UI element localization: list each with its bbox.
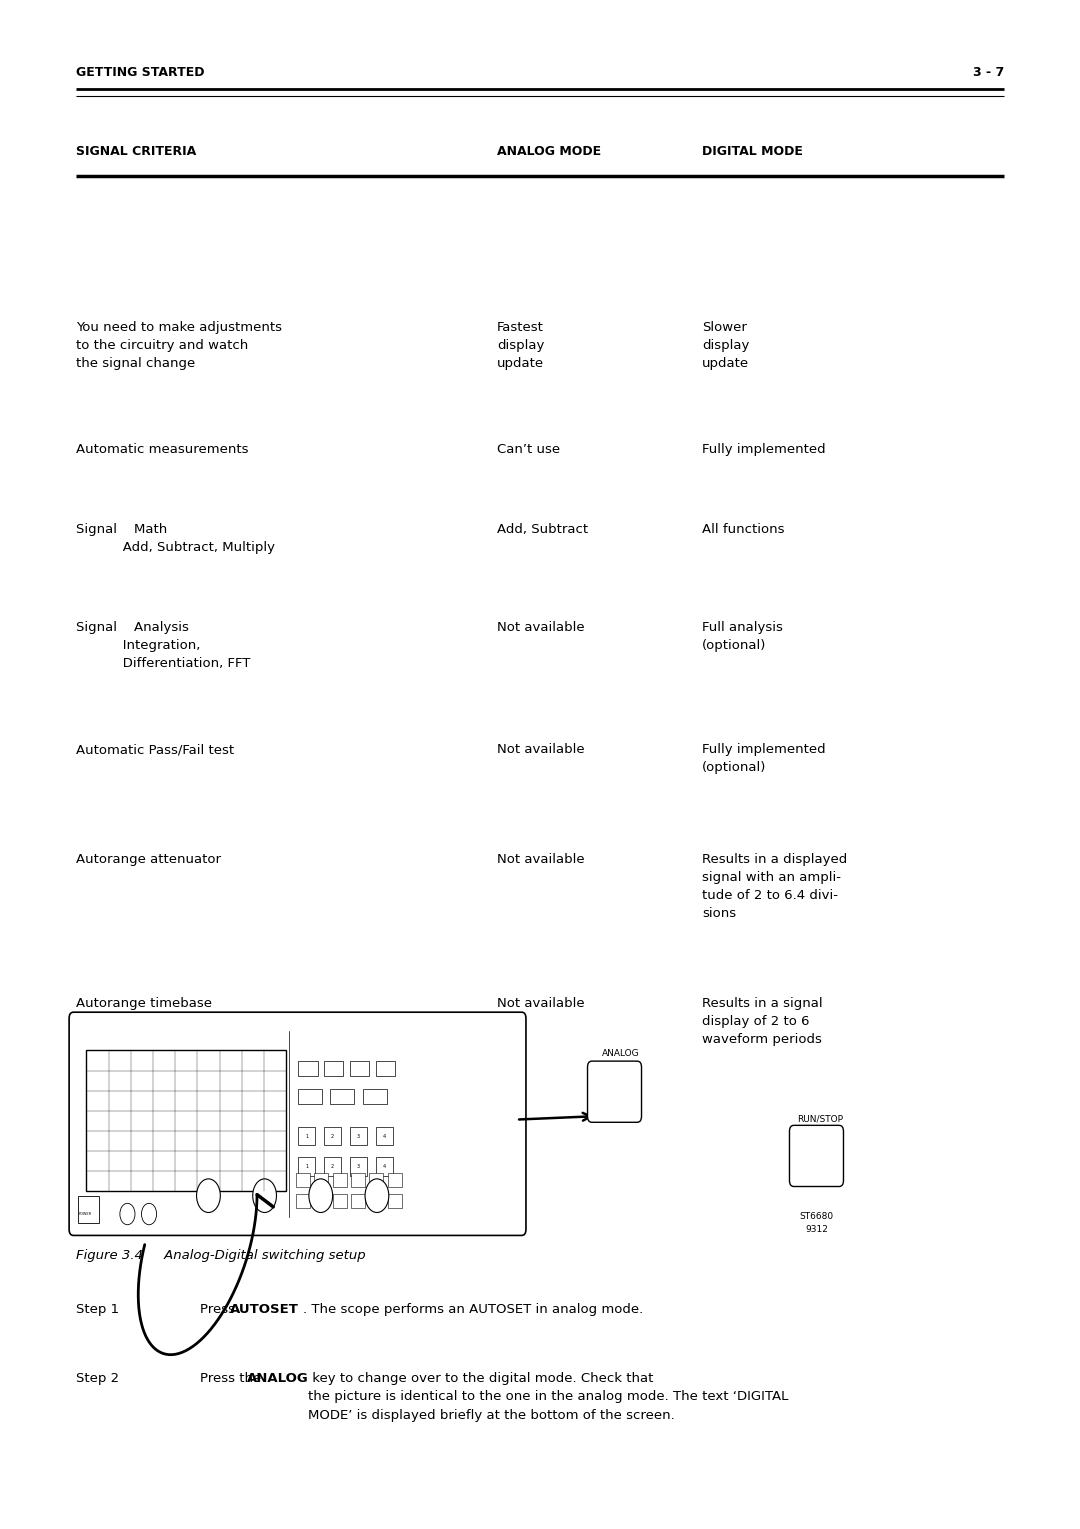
- Text: RUN/STOP: RUN/STOP: [797, 1115, 843, 1124]
- Text: Not available: Not available: [497, 743, 584, 757]
- Text: Results in a signal
display of 2 to 6
waveform periods: Results in a signal display of 2 to 6 wa…: [702, 997, 823, 1046]
- Text: ANALOG: ANALOG: [247, 1372, 309, 1385]
- Bar: [324, 1061, 343, 1076]
- Text: Signal    Analysis
           Integration,
           Differentiation, FFT: Signal Analysis Integration, Differentia…: [76, 621, 249, 670]
- FancyBboxPatch shape: [69, 1012, 526, 1235]
- Text: Step 1: Step 1: [76, 1303, 119, 1316]
- Bar: [388, 1194, 402, 1208]
- Bar: [78, 1196, 99, 1223]
- Text: 2: 2: [332, 1133, 334, 1139]
- Text: Add, Subtract: Add, Subtract: [497, 523, 588, 537]
- Bar: [298, 1061, 318, 1076]
- Bar: [330, 1089, 354, 1104]
- Bar: [333, 1194, 347, 1208]
- Bar: [296, 1173, 310, 1187]
- Text: Full analysis
(optional): Full analysis (optional): [702, 621, 783, 651]
- Text: Can’t use: Can’t use: [497, 443, 559, 457]
- Text: Signal    Math
           Add, Subtract, Multiply: Signal Math Add, Subtract, Multiply: [76, 523, 274, 553]
- Bar: [350, 1127, 367, 1145]
- Bar: [350, 1157, 367, 1176]
- Bar: [298, 1089, 322, 1104]
- Text: GETTING STARTED: GETTING STARTED: [76, 66, 204, 80]
- Text: Fully implemented
(optional): Fully implemented (optional): [702, 743, 825, 774]
- Bar: [296, 1194, 310, 1208]
- Text: Press: Press: [200, 1303, 239, 1316]
- Bar: [324, 1127, 341, 1145]
- Text: Not available: Not available: [497, 621, 584, 635]
- Text: key to change over to the digital mode. Check that
the picture is identical to t: key to change over to the digital mode. …: [308, 1372, 788, 1422]
- Bar: [86, 1050, 286, 1191]
- Text: Slower
display
update: Slower display update: [702, 321, 750, 370]
- Circle shape: [253, 1179, 276, 1212]
- Circle shape: [365, 1179, 389, 1212]
- Text: 1: 1: [306, 1164, 308, 1170]
- Text: 3: 3: [357, 1133, 360, 1139]
- Bar: [363, 1089, 387, 1104]
- Bar: [369, 1194, 383, 1208]
- Text: Automatic measurements: Automatic measurements: [76, 443, 248, 457]
- Text: Autorange attenuator: Autorange attenuator: [76, 853, 220, 867]
- Bar: [376, 1157, 393, 1176]
- Text: Step 2: Step 2: [76, 1372, 119, 1385]
- Text: . The scope performs an AUTOSET in analog mode.: . The scope performs an AUTOSET in analo…: [303, 1303, 644, 1316]
- Text: 2: 2: [332, 1164, 334, 1170]
- Text: ANALOG: ANALOG: [602, 1049, 639, 1058]
- Text: Fastest
display
update: Fastest display update: [497, 321, 544, 370]
- Text: 4: 4: [383, 1164, 386, 1170]
- Bar: [388, 1173, 402, 1187]
- Text: SIGNAL CRITERIA: SIGNAL CRITERIA: [76, 145, 195, 159]
- Text: 1: 1: [306, 1133, 308, 1139]
- FancyBboxPatch shape: [789, 1125, 843, 1187]
- Bar: [351, 1194, 365, 1208]
- Circle shape: [141, 1203, 157, 1225]
- Bar: [314, 1194, 328, 1208]
- Text: DIGITAL MODE: DIGITAL MODE: [702, 145, 802, 159]
- Bar: [350, 1061, 369, 1076]
- Text: All functions: All functions: [702, 523, 784, 537]
- Text: POWER: POWER: [79, 1212, 92, 1216]
- Bar: [351, 1173, 365, 1187]
- Text: Autorange timebase: Autorange timebase: [76, 997, 212, 1011]
- Text: 4: 4: [383, 1133, 386, 1139]
- Bar: [298, 1127, 315, 1145]
- Text: ST6680
9312: ST6680 9312: [799, 1212, 834, 1234]
- Text: Results in a displayed
signal with an ampli-
tude of 2 to 6.4 divi-
sions: Results in a displayed signal with an am…: [702, 853, 847, 920]
- Text: 3: 3: [357, 1164, 360, 1170]
- Bar: [369, 1173, 383, 1187]
- Circle shape: [309, 1179, 333, 1212]
- Bar: [314, 1173, 328, 1187]
- Text: Not available: Not available: [497, 853, 584, 867]
- Text: 3 - 7: 3 - 7: [973, 66, 1004, 80]
- Text: Figure 3.4     Analog-Digital switching setup: Figure 3.4 Analog-Digital switching setu…: [76, 1249, 365, 1263]
- Text: Press the: Press the: [200, 1372, 266, 1385]
- Bar: [298, 1157, 315, 1176]
- Bar: [376, 1127, 393, 1145]
- Bar: [333, 1173, 347, 1187]
- Circle shape: [197, 1179, 220, 1212]
- Text: You need to make adjustments
to the circuitry and watch
the signal change: You need to make adjustments to the circ…: [76, 321, 282, 370]
- Text: Fully implemented: Fully implemented: [702, 443, 825, 457]
- Text: Not available: Not available: [497, 997, 584, 1011]
- Text: AUTOSET: AUTOSET: [230, 1303, 299, 1316]
- Text: Automatic Pass/Fail test: Automatic Pass/Fail test: [76, 743, 233, 757]
- Circle shape: [120, 1203, 135, 1225]
- Bar: [376, 1061, 395, 1076]
- FancyBboxPatch shape: [588, 1061, 642, 1122]
- Bar: [324, 1157, 341, 1176]
- Text: ANALOG MODE: ANALOG MODE: [497, 145, 600, 159]
